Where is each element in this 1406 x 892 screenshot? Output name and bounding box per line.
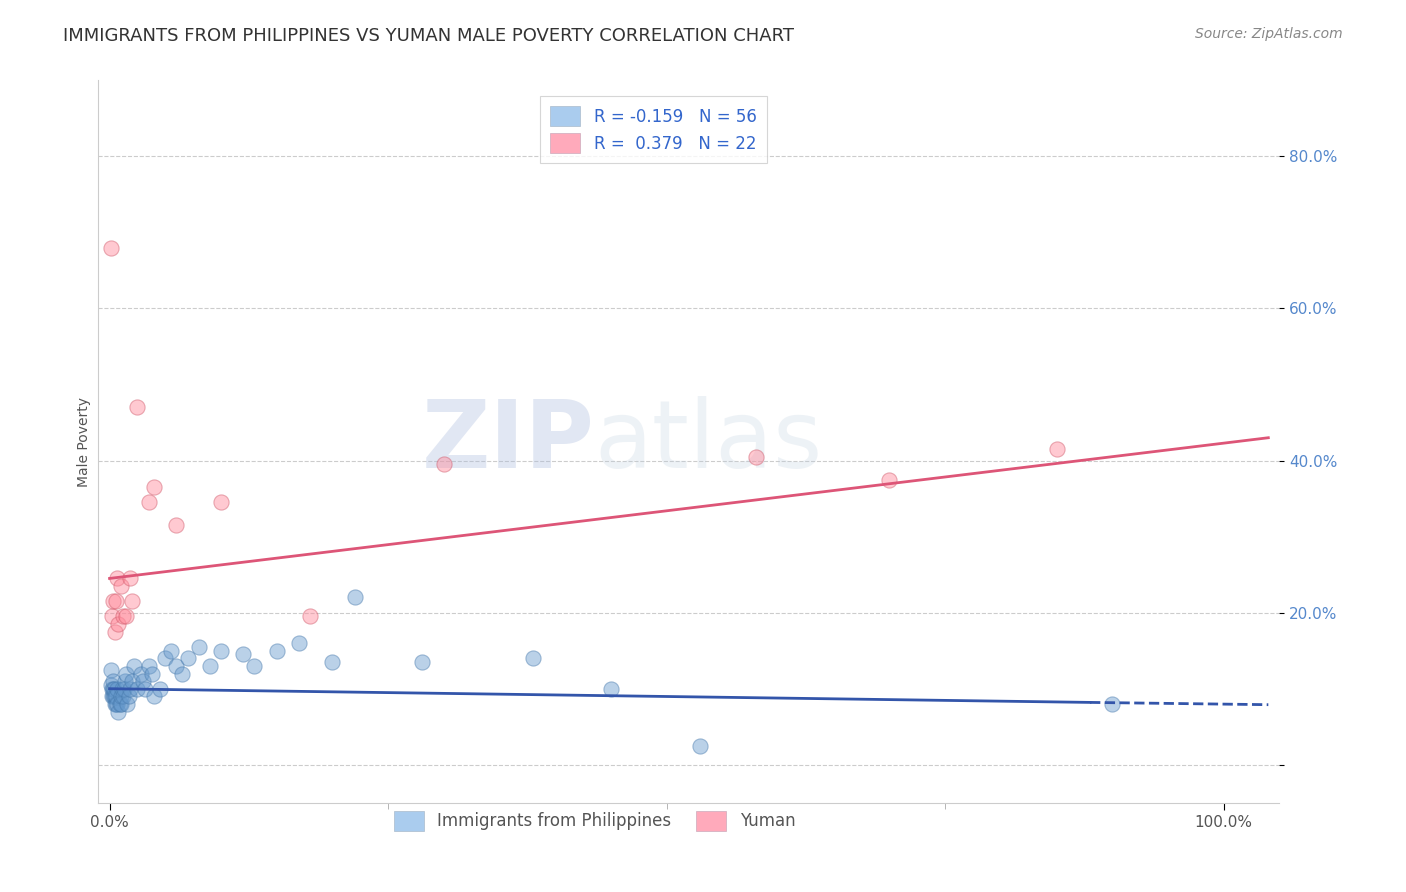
Point (105, 697, 128, 711)
Text: atlas: atlas (595, 395, 823, 488)
Point (101, 609, 124, 624)
Point (103, 681, 125, 696)
Point (104, 624, 127, 639)
Point (879, 473, 901, 487)
Point (107, 617, 129, 632)
Point (110, 697, 132, 711)
Point (105, 681, 128, 696)
Point (105, 571, 128, 585)
Point (165, 518, 187, 533)
Point (232, 648, 254, 662)
Point (121, 674, 143, 689)
Point (101, 674, 124, 689)
Point (411, 655, 433, 669)
Point (187, 640, 209, 654)
Point (165, 659, 187, 673)
Point (101, 594, 124, 608)
Point (155, 651, 177, 665)
Point (170, 666, 193, 681)
Point (132, 674, 155, 689)
Point (117, 697, 139, 711)
Point (103, 690, 125, 704)
Point (105, 594, 128, 608)
Point (176, 651, 198, 665)
Point (129, 666, 152, 681)
Point (266, 643, 288, 657)
Point (160, 643, 183, 657)
Point (117, 690, 139, 704)
Point (111, 609, 134, 624)
Point (149, 681, 172, 696)
Point (138, 659, 160, 673)
Point (107, 705, 129, 719)
Point (122, 659, 145, 673)
Point (141, 666, 163, 681)
Point (209, 495, 232, 509)
Point (101, 681, 124, 696)
Point (100, 241, 122, 255)
Point (100, 663, 122, 677)
Point (104, 697, 127, 711)
Point (114, 674, 136, 689)
Point (243, 659, 266, 673)
Point (1046, 442, 1069, 457)
Point (111, 681, 134, 696)
Text: Source: ZipAtlas.com: Source: ZipAtlas.com (1195, 27, 1343, 41)
Y-axis label: Male Poverty: Male Poverty (77, 397, 91, 486)
Point (112, 681, 135, 696)
Point (100, 678, 122, 692)
Text: ZIP: ZIP (422, 395, 595, 488)
Point (1101, 697, 1123, 711)
Point (127, 401, 149, 415)
Point (198, 659, 221, 673)
Point (209, 643, 232, 657)
Point (101, 681, 124, 696)
Point (127, 681, 149, 696)
Point (143, 690, 166, 704)
Point (600, 681, 623, 696)
Point (104, 690, 127, 704)
Point (108, 697, 131, 711)
Point (115, 666, 138, 681)
Point (110, 579, 132, 593)
Point (321, 655, 343, 669)
Point (105, 697, 128, 711)
Point (745, 450, 768, 464)
Point (121, 594, 143, 608)
Point (288, 636, 311, 650)
Point (115, 609, 138, 624)
Point (134, 681, 156, 696)
Point (105, 690, 128, 704)
Point (343, 591, 366, 605)
Point (111, 690, 134, 704)
Point (522, 651, 544, 665)
Point (143, 480, 166, 494)
Point (433, 458, 456, 472)
Point (118, 571, 141, 585)
Text: IMMIGRANTS FROM PHILIPPINES VS YUMAN MALE POVERTY CORRELATION CHART: IMMIGRANTS FROM PHILIPPINES VS YUMAN MAL… (63, 27, 794, 45)
Point (138, 495, 160, 509)
Point (299, 609, 322, 624)
Point (101, 690, 124, 704)
Point (689, 739, 711, 753)
Point (101, 690, 124, 704)
Legend: Immigrants from Philippines, Yuman: Immigrants from Philippines, Yuman (387, 805, 801, 838)
Point (110, 690, 132, 704)
Point (118, 681, 141, 696)
